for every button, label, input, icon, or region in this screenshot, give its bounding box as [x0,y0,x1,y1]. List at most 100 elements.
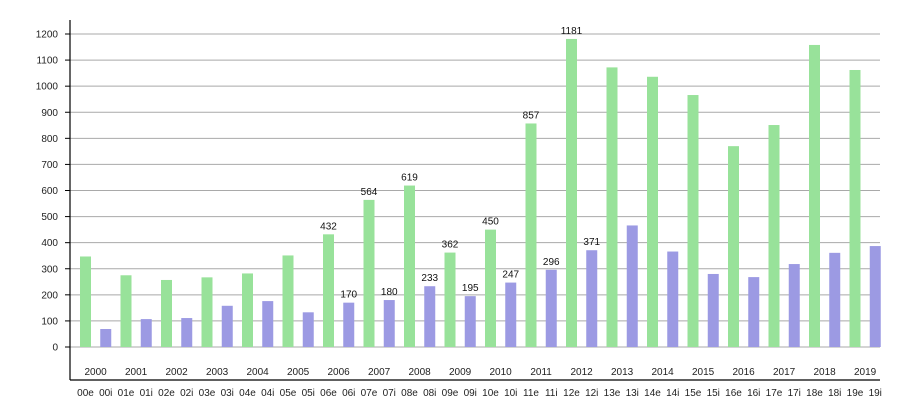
y-axis-ticks: 0 100 200 300 400 500 600 700 800 900 1000 1100 1200 [36,30,70,354]
bar-09e [444,252,456,347]
data-label-10i: 247 [502,270,519,281]
bar-18i [829,252,841,347]
bar-08e [404,185,415,347]
data-label-08i: 233 [421,273,438,284]
year-labels: 2000 2001 2002 2003 2004 2005 2006 2007 2008 2009… [85,367,877,378]
x-tick-label: 00i [99,388,112,399]
x-tick-label: 15i [707,388,720,399]
bar-12e [566,38,577,347]
x-tick-label: 04i [261,388,274,399]
year-label: 2011 [530,367,552,378]
year-label: 2019 [854,367,877,378]
y-tick-label: 400 [41,238,58,249]
y-tick-label: 200 [41,290,58,301]
x-tick-label: 04e [239,388,256,399]
x-tick-label: 03e [199,388,216,399]
bar-03i [221,305,233,347]
bar-15i [707,273,719,347]
bar-14i [667,251,679,347]
bar-02i [181,318,193,347]
x-tick-label: 09e [442,388,459,399]
data-label-07i: 180 [381,287,398,298]
bar-14e [647,76,658,347]
y-tick-label: 900 [41,108,58,119]
year-label: 2018 [814,367,837,378]
x-tick-label: 19e [847,388,864,399]
bar-12i [586,250,598,347]
x-tick-label: 08i [423,388,436,399]
year-label: 2017 [773,367,796,378]
y-tick-label: 0 [52,343,58,354]
data-label-06e: 432 [320,221,337,232]
bar-09i [464,296,476,347]
x-tick-label: 10e [482,388,499,399]
data-label-12i: 371 [583,237,600,248]
bar-18e [809,44,820,347]
x-tick-label: 01i [140,388,153,399]
year-label: 2014 [652,367,675,378]
x-tick-label: 19i [869,388,882,399]
bar-04i [262,301,274,347]
year-label: 2005 [287,367,310,378]
x-tick-label: 14e [644,388,661,399]
bar-05i [302,312,314,347]
year-label: 2006 [328,367,351,378]
y-tick-label: 800 [41,134,58,145]
data-label-11i: 296 [543,257,560,268]
bar-07e [363,199,375,347]
y-tick-label: 500 [41,212,58,223]
data-label-09i: 195 [462,283,479,294]
x-tick-label: 17e [766,388,783,399]
x-tick-label: 17i [788,388,801,399]
year-label: 2015 [692,367,715,378]
bar-16i [748,277,760,347]
bar-01i [140,319,152,347]
x-tick-label: 11i [545,388,558,399]
y-tick-label: 1100 [36,56,58,67]
year-label: 2009 [449,367,472,378]
year-label: 2007 [368,367,391,378]
x-tick-label: 13i [626,388,639,399]
data-label-07e: 564 [361,187,378,198]
x-tick-label: 12i [585,388,598,399]
data-label-08e: 619 [401,173,418,184]
x-tick-label: 18i [828,388,841,399]
y-tick-label: 700 [41,160,58,171]
x-tick-label: 02e [158,388,175,399]
bar-02e [161,279,172,347]
x-tick-label: 10i [504,388,517,399]
bar-06e [323,234,334,347]
x-tick-label: 07i [383,388,396,399]
x-tick-label: 13e [604,388,621,399]
x-tick-label: 06i [342,388,355,399]
year-label: 2004 [247,367,270,378]
x-tick-label: 05i [302,388,315,399]
category-labels: 00e 00i 01e 01i 02e 02i 03e 03i 04e 04i 05e 05i 06e 0… [77,388,882,399]
year-label: 2003 [206,367,229,378]
year-label: 2010 [490,367,513,378]
y-tick-label: 1000 [36,82,59,93]
year-label: 2016 [733,367,756,378]
data-label-10e: 450 [482,217,499,228]
bar-17i [788,264,800,347]
bar-16e [728,146,739,347]
bar-11i [545,269,557,347]
bar-13e [606,67,618,348]
y-tick-label: 1200 [36,30,59,41]
bar-04e [242,273,253,347]
bar-07i [383,300,395,347]
x-tick-label: 03i [221,388,234,399]
x-tick-label: 09i [464,388,477,399]
x-tick-label: 05e [280,388,297,399]
x-tick-label: 18e [806,388,823,399]
year-label: 2000 [85,367,108,378]
year-label: 2002 [166,367,189,378]
x-tick-label: 07e [361,388,378,399]
x-tick-label: 14i [666,388,679,399]
data-label-12e: 1181 [561,26,583,37]
data-labels: 432 170 564 180 619 233 362 195 450 247 857 296 1181… [320,26,600,301]
year-label: 2008 [409,367,432,378]
year-label: 2013 [611,367,634,378]
x-tick-label: 15e [685,388,702,399]
